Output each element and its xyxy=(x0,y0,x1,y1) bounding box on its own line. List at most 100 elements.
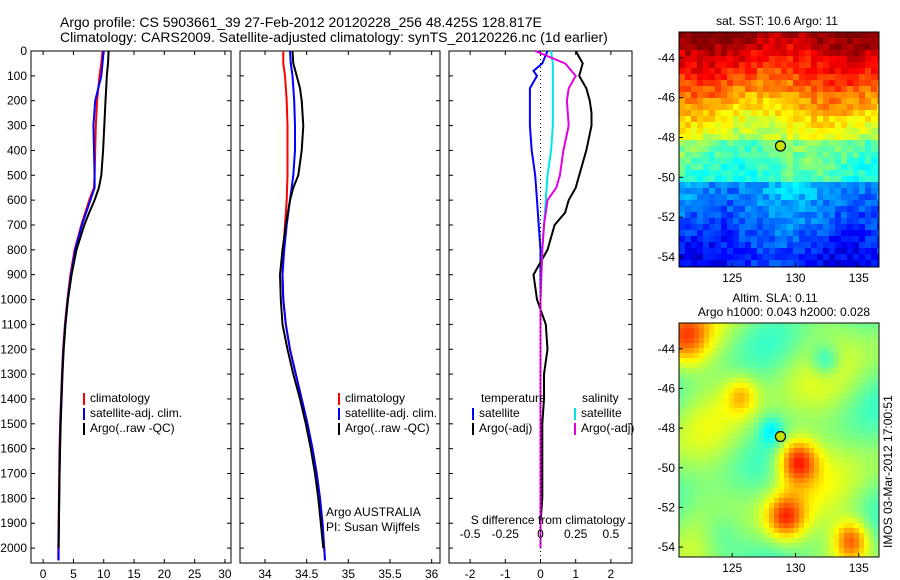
heatmap-cell xyxy=(709,176,716,183)
heatmap-cell xyxy=(839,498,845,504)
heatmap-cell xyxy=(709,443,715,449)
heatmap-cell xyxy=(799,453,805,459)
heatmap-cell xyxy=(691,104,698,111)
heatmap-cell xyxy=(869,373,875,379)
heatmap-cell xyxy=(859,128,866,135)
heatmap-cell xyxy=(703,242,710,249)
heatmap-cell xyxy=(749,463,755,469)
heatmap-cell xyxy=(754,343,760,349)
heatmap-cell xyxy=(694,508,700,514)
heatmap-cell xyxy=(877,254,880,261)
heatmap-cell xyxy=(869,488,875,494)
heatmap-cell xyxy=(841,68,848,75)
heatmap-cell xyxy=(829,498,835,504)
heatmap-cell xyxy=(839,358,845,364)
heatmap-cell xyxy=(694,463,700,469)
heatmap-cell xyxy=(709,418,715,424)
heatmap-cell xyxy=(724,408,730,414)
heatmap-cell xyxy=(757,50,764,57)
heatmap-cell xyxy=(719,458,725,464)
heatmap-cell xyxy=(874,438,880,444)
heatmap-cell xyxy=(819,363,825,369)
heatmap-cell xyxy=(819,483,825,489)
heatmap-cell xyxy=(839,448,845,454)
heatmap-cell xyxy=(694,363,700,369)
heatmap-cell xyxy=(757,164,764,171)
heatmap-cell xyxy=(764,518,770,524)
heatmap-cell xyxy=(853,242,860,249)
s-axis-label: S difference from climatology xyxy=(471,513,626,527)
heatmap-cell xyxy=(709,170,716,177)
heatmap-cell xyxy=(804,348,810,354)
heatmap-cell xyxy=(754,473,760,479)
heatmap-cell xyxy=(804,493,810,499)
heatmap-cell xyxy=(724,338,730,344)
y-tick-label: 600 xyxy=(7,193,27,207)
heatmap-cell xyxy=(694,528,700,534)
heatmap-cell xyxy=(809,323,815,329)
heatmap-cell xyxy=(824,398,830,404)
heatmap-cell xyxy=(814,513,820,519)
heatmap-cell xyxy=(697,242,704,249)
heatmap-cell xyxy=(703,62,710,69)
heatmap-cell xyxy=(839,398,845,404)
heatmap-cell xyxy=(749,388,755,394)
heatmap-cell xyxy=(679,236,686,243)
heatmap-cell xyxy=(829,488,835,494)
heatmap-cell xyxy=(739,254,746,261)
heatmap-cell xyxy=(854,503,860,509)
heatmap-cell xyxy=(789,493,795,499)
heatmap-cell xyxy=(869,398,875,404)
heatmap-cell xyxy=(809,473,815,479)
heatmap-cell xyxy=(703,68,710,75)
heatmap-cell xyxy=(699,343,705,349)
heatmap-cell xyxy=(809,408,815,414)
heatmap-cell xyxy=(679,383,685,389)
heatmap-cell xyxy=(703,212,710,219)
heatmap-cell xyxy=(814,498,820,504)
heatmap-cell xyxy=(841,242,848,249)
heatmap-cell xyxy=(679,553,685,558)
heatmap-cell xyxy=(739,508,745,514)
heatmap-cell xyxy=(823,242,830,249)
heatmap-cell xyxy=(751,260,758,267)
heatmap-cell xyxy=(679,188,686,195)
heatmap-cell xyxy=(834,393,840,399)
heatmap-cell xyxy=(865,128,872,135)
heatmap-cell xyxy=(774,363,780,369)
heatmap-cell xyxy=(789,458,795,464)
heatmap-cell xyxy=(829,44,836,51)
heatmap-cell xyxy=(811,80,818,87)
heatmap-cell xyxy=(759,373,765,379)
heatmap-cell xyxy=(769,182,776,189)
heatmap-cell xyxy=(859,353,865,359)
heatmap-cell xyxy=(754,333,760,339)
heatmap-cell xyxy=(734,528,740,534)
heatmap-cell xyxy=(751,170,758,177)
heatmap-cell xyxy=(823,176,830,183)
heatmap-cell xyxy=(849,533,855,539)
heatmap-cell xyxy=(715,158,722,165)
heatmap-cell xyxy=(719,498,725,504)
heatmap-cell xyxy=(829,212,836,219)
heatmap-cell xyxy=(739,56,746,63)
heatmap-cell xyxy=(754,548,760,554)
heatmap-cell xyxy=(739,453,745,459)
heatmap-cell xyxy=(729,468,735,474)
heatmap-cell xyxy=(719,438,725,444)
heatmap-cell xyxy=(854,363,860,369)
heatmap-cell xyxy=(724,463,730,469)
heatmap-cell xyxy=(829,518,835,524)
y-tick-label: -50 xyxy=(658,461,676,475)
heatmap-cell xyxy=(715,182,722,189)
heatmap-cell xyxy=(745,242,752,249)
heatmap-cell xyxy=(709,458,715,464)
heatmap-cell xyxy=(679,548,685,554)
heatmap-cell xyxy=(849,428,855,434)
heatmap-cell xyxy=(729,353,735,359)
heatmap-cell xyxy=(744,418,750,424)
heatmap-cell xyxy=(877,92,880,99)
heatmap-cell xyxy=(757,62,764,69)
heatmap-cell xyxy=(719,373,725,379)
heatmap-cell xyxy=(694,488,700,494)
